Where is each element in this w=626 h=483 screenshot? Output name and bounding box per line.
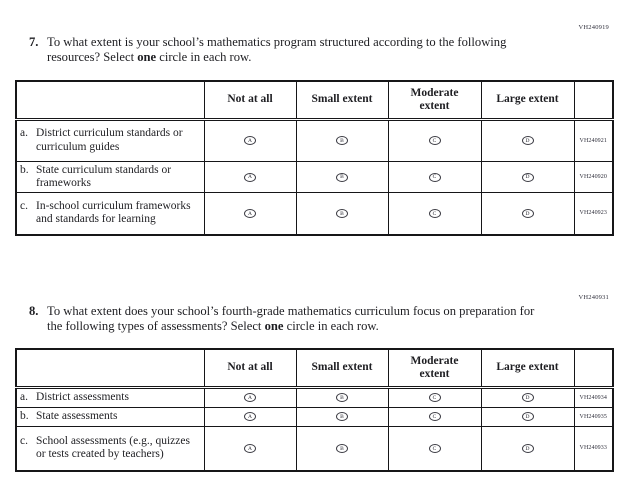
- answer-bubble-c[interactable]: C: [428, 209, 441, 219]
- answer-bubble-c[interactable]: C: [428, 393, 441, 403]
- answer-bubble-d[interactable]: D: [521, 412, 534, 422]
- answer-bubble-d[interactable]: D: [521, 136, 534, 146]
- row-letter: b.: [20, 163, 29, 176]
- table-row: c. In-school curriculum frameworks and s…: [15, 192, 614, 236]
- answer-bubble-d[interactable]: D: [521, 444, 534, 454]
- row-vh-code: VH240935: [573, 406, 614, 427]
- row-label: In-school curriculum frameworks and stan…: [36, 200, 191, 226]
- row-vh-code: VH240923: [573, 192, 614, 236]
- answer-bubble-b[interactable]: B: [336, 136, 348, 146]
- answer-bubble-b[interactable]: B: [336, 444, 348, 454]
- answer-bubble-a[interactable]: A: [244, 444, 256, 454]
- question-8: 8. To what extent does your school’s fou…: [29, 304, 551, 335]
- answer-bubble-a[interactable]: A: [244, 209, 256, 219]
- answer-bubble-c[interactable]: C: [428, 136, 441, 146]
- bold-one: one: [137, 50, 157, 65]
- header-row: Not at all Small extent Moderate extent …: [15, 348, 614, 389]
- table-row: b. State assessments A B C D VH240935: [15, 406, 614, 427]
- answer-bubble-c[interactable]: C: [428, 412, 441, 422]
- row-label: District assessments: [36, 390, 129, 403]
- question-7-text: To what extent is your school’s mathemat…: [47, 35, 507, 65]
- question-7-vh-code: VH240919: [578, 24, 609, 31]
- answer-bubble-a[interactable]: A: [244, 412, 256, 422]
- table-row: a. District curriculum standards or curr…: [15, 118, 614, 162]
- question-7: 7. To what extent is your school’s mathe…: [29, 35, 551, 66]
- answer-bubble-c[interactable]: C: [428, 444, 441, 454]
- header-code-blank: [573, 80, 614, 121]
- column-header-large-extent: Large extent: [480, 348, 575, 389]
- row-label: District curriculum standards or curricu…: [36, 127, 183, 153]
- answer-bubble-d[interactable]: D: [521, 393, 534, 403]
- row-letter: a.: [20, 390, 28, 403]
- row-letter: a.: [20, 127, 28, 140]
- row-vh-code: VH240934: [573, 386, 614, 408]
- header-blank: [15, 348, 205, 389]
- question-8-vh-code: VH240931: [578, 294, 609, 301]
- row-vh-code: VH240921: [573, 118, 614, 162]
- row-vh-code: VH240920: [573, 160, 614, 194]
- answer-bubble-b[interactable]: B: [336, 412, 348, 422]
- answer-bubble-b[interactable]: B: [336, 209, 348, 219]
- answer-bubble-d[interactable]: D: [521, 172, 534, 182]
- column-header-moderate-extent: Moderate extent: [387, 348, 482, 389]
- column-header-moderate-extent: Moderate extent: [387, 80, 482, 121]
- row-label: State curriculum standards or frameworks: [36, 163, 172, 189]
- answer-bubble-b[interactable]: B: [336, 393, 348, 403]
- question-7-table: Not at all Small extent Moderate extent …: [15, 80, 614, 236]
- table-row: c. School assessments (e.g., quizzes or …: [15, 425, 614, 472]
- row-letter: b.: [20, 409, 29, 422]
- column-header-small-extent: Small extent: [295, 80, 389, 121]
- header-row: Not at all Small extent Moderate extent …: [15, 80, 614, 121]
- table-row: a. District assessments A B C D VH240934: [15, 386, 614, 408]
- column-header-not-at-all: Not at all: [203, 348, 297, 389]
- bold-one: one: [264, 319, 284, 334]
- header-code-blank: [573, 348, 614, 389]
- header-blank: [15, 80, 205, 121]
- row-vh-code: VH240933: [573, 425, 614, 472]
- column-header-not-at-all: Not at all: [203, 80, 297, 121]
- row-letter: c.: [20, 434, 28, 447]
- answer-bubble-a[interactable]: A: [244, 136, 256, 146]
- question-8-number: 8.: [29, 304, 39, 318]
- answer-bubble-b[interactable]: B: [336, 172, 348, 182]
- question-7-number: 7.: [29, 35, 39, 49]
- question-8-text: To what extent does your school’s fourth…: [47, 304, 535, 334]
- row-label: State assessments: [36, 409, 118, 422]
- column-header-small-extent: Small extent: [295, 348, 389, 389]
- table-row: b. State curriculum standards or framewo…: [15, 160, 614, 194]
- row-letter: c.: [20, 200, 28, 213]
- answer-bubble-d[interactable]: D: [521, 209, 534, 219]
- row-label: School assessments (e.g., quizzes or tes…: [36, 434, 190, 461]
- column-header-large-extent: Large extent: [480, 80, 575, 121]
- question-8-table: Not at all Small extent Moderate extent …: [15, 348, 614, 472]
- answer-bubble-c[interactable]: C: [428, 172, 441, 182]
- answer-bubble-a[interactable]: A: [244, 393, 256, 403]
- answer-bubble-a[interactable]: A: [244, 172, 256, 182]
